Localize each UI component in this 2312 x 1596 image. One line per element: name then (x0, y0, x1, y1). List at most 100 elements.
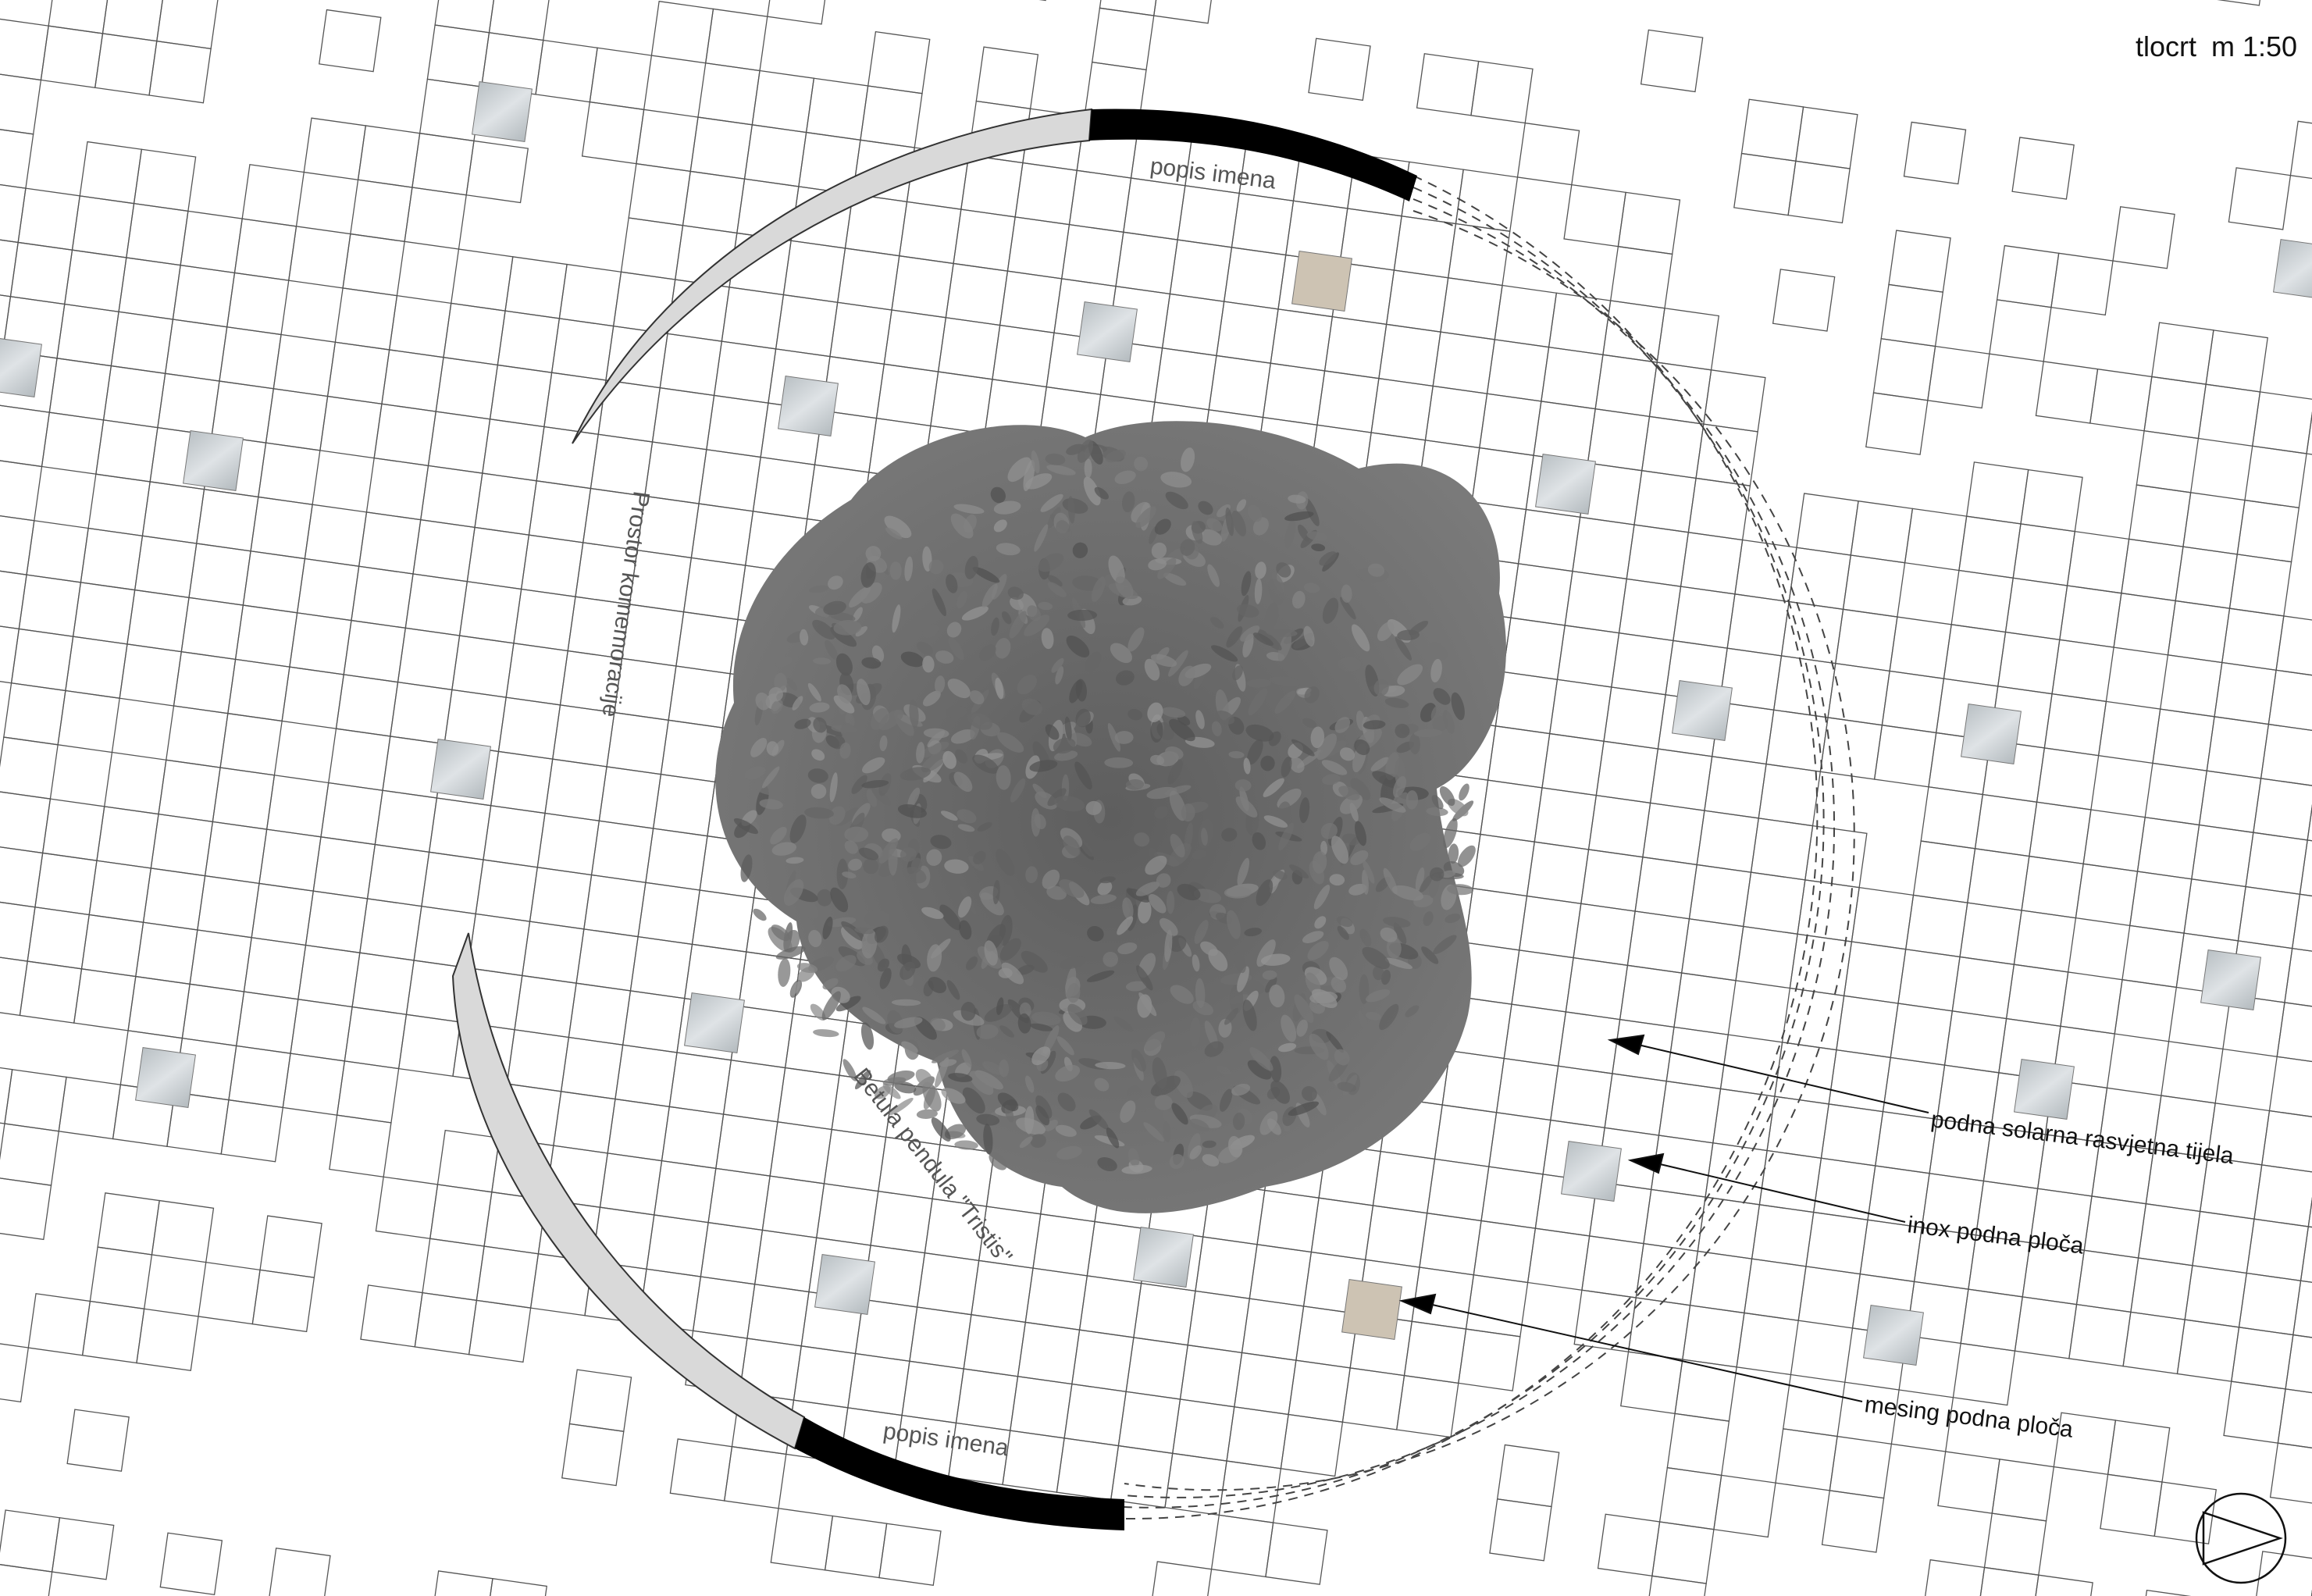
leaf (1291, 590, 1306, 609)
leaf (833, 619, 862, 636)
paving-tile (2136, 430, 2200, 493)
leaf (810, 1003, 826, 1021)
leaf (1007, 586, 1024, 600)
leaf (1161, 707, 1186, 718)
paving-tile (1782, 1373, 1846, 1437)
leaf (1192, 850, 1206, 860)
leaf (1009, 611, 1027, 639)
leaf (1154, 806, 1168, 819)
leaf (1103, 951, 1119, 967)
leaf (1307, 940, 1329, 960)
leaf (833, 695, 855, 714)
leaf (858, 847, 879, 860)
legend-inox-label: inox podna ploča (1906, 1212, 2085, 1259)
paving-tile (303, 117, 367, 180)
leaf (1029, 760, 1058, 772)
paving-tile (220, 1099, 284, 1163)
leaf (1044, 1119, 1058, 1131)
paving-tile (1032, 1213, 1095, 1277)
paving-tile (2277, 1388, 2312, 1448)
paving-tile (2107, 1420, 2171, 1483)
leaf (1168, 650, 1188, 677)
leaf (1047, 575, 1063, 587)
paving-tile (196, 488, 259, 552)
paving-tile (823, 1128, 887, 1192)
leaf (1433, 935, 1457, 955)
leaf (889, 1097, 914, 1116)
paving-tile (0, 1343, 30, 1403)
paving-tile (2228, 554, 2292, 617)
leaf (861, 779, 889, 789)
paving-tile (1889, 616, 1952, 679)
paving-tile (668, 665, 731, 729)
leaf (828, 806, 846, 825)
paving-tile (553, 1091, 616, 1154)
leaf (844, 840, 858, 854)
paving-tile (1014, 162, 1078, 226)
paving-tile (1772, 655, 1836, 718)
paving-tile (273, 333, 337, 397)
paving-tile (142, 867, 206, 931)
leaf (1423, 911, 1434, 927)
leaf (1131, 1049, 1146, 1072)
leaf (1097, 1157, 1117, 1171)
paving-tile (1843, 941, 1907, 1004)
paving-tile (2121, 538, 2184, 602)
leaf (1419, 875, 1433, 892)
paving-tile (1872, 337, 1936, 401)
paving-tile (2300, 1226, 2312, 1283)
leaf (1164, 929, 1173, 963)
paving-tile (41, 798, 105, 861)
leaf (1409, 733, 1420, 755)
leaf (1021, 698, 1042, 715)
paving-tile (598, 766, 662, 829)
leaf (1195, 710, 1205, 729)
paving-tile (497, 310, 561, 373)
paving-tile (1842, 554, 1906, 618)
leaf (1046, 465, 1076, 476)
paving-tile (528, 480, 592, 543)
leaf (1069, 679, 1083, 704)
leaf (921, 907, 944, 919)
leaf (969, 1071, 994, 1095)
paving-tile (164, 319, 228, 382)
paving-tile (1772, 269, 1836, 332)
paving-tile (243, 936, 307, 1000)
leaf (1226, 626, 1243, 648)
leaf (1163, 1121, 1171, 1142)
leaf (1319, 551, 1337, 566)
leaf (1289, 864, 1309, 879)
paving-tile (916, 1252, 980, 1316)
leaf (842, 871, 857, 878)
leaf (978, 644, 996, 661)
paving-tile (651, 387, 715, 451)
leaf (1232, 1112, 1245, 1131)
paving-tile (458, 580, 522, 644)
leaf (1154, 1095, 1173, 1110)
leaf (755, 692, 771, 711)
paving-tile (235, 991, 299, 1054)
leaf (1277, 632, 1292, 662)
paving-tile (228, 1045, 291, 1109)
paving-tile (2285, 1334, 2312, 1394)
leaf (948, 1073, 973, 1082)
leaf (1433, 688, 1451, 705)
paving-tile (483, 804, 546, 868)
paving-tile (2260, 1110, 2312, 1173)
leaf (813, 717, 827, 733)
inox-floor-tile (0, 337, 42, 397)
paving-tile (697, 62, 761, 126)
paving-tile (654, 1160, 717, 1224)
leaf (1260, 755, 1275, 771)
paving-tile (2021, 855, 2084, 919)
paving-tile (2011, 137, 2075, 200)
paving-tile (659, 333, 723, 397)
leaf (1002, 611, 1012, 625)
leaf (786, 677, 798, 691)
leaf (1030, 1134, 1046, 1149)
leaf (1181, 803, 1195, 822)
leaf (1384, 697, 1409, 708)
paving-tile (0, 73, 42, 135)
leaf (1334, 717, 1351, 733)
leaf (1031, 450, 1040, 474)
